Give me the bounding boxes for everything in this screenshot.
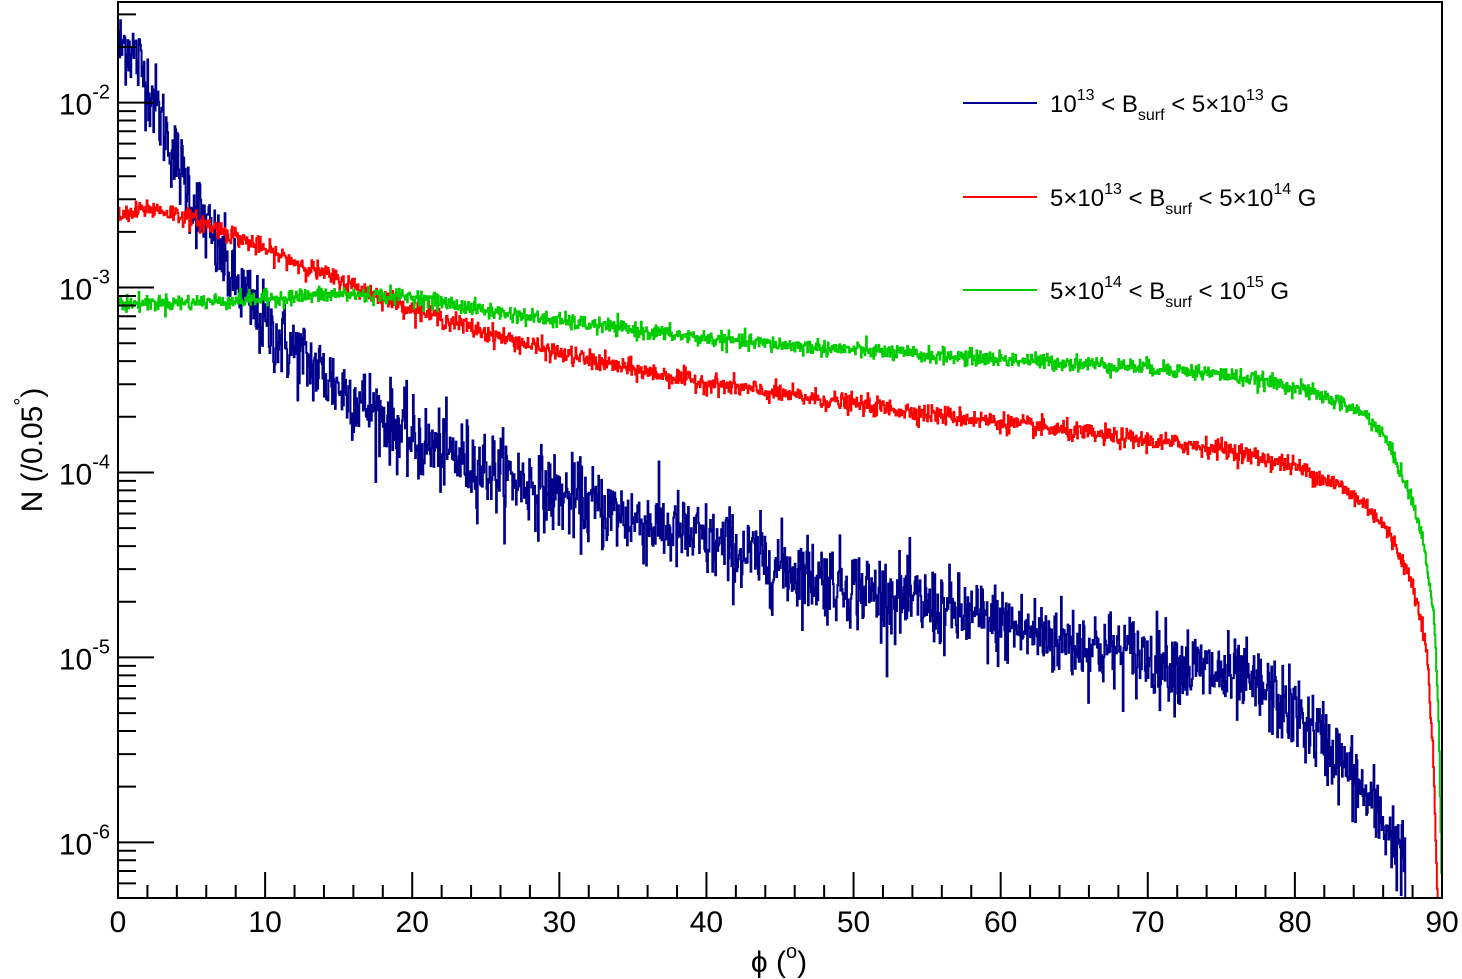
x-tick-label: 0 (110, 906, 127, 939)
legend-label-2: 5×1013 < Bsurf < 5×1014 G (1050, 181, 1316, 218)
tick-layer: 0 10 20 30 40 50 60 70 80 90 10-6 10-5 10-4 10-3 10-2 (59, 13, 1459, 939)
x-axis-title: ϕ (o) (751, 941, 807, 979)
legend-label-1: 1013 < Bsurf < 5×1013 G (1050, 87, 1289, 124)
y-tick-label: 10-5 (59, 636, 110, 676)
x-tick-label: 60 (984, 906, 1017, 939)
series-line-3 (118, 284, 1442, 898)
series-layer (118, 19, 1442, 898)
y-tick-label: 10-6 (59, 821, 110, 861)
y-tick-label: 10-3 (59, 267, 110, 307)
y-axis-title: N (/0.05°) (11, 388, 49, 513)
x-tick-label: 50 (837, 906, 870, 939)
x-tick-label: 90 (1425, 906, 1458, 939)
x-tick-label: 10 (248, 906, 281, 939)
legend: 1013 < Bsurf < 5×1013 G 5×1013 < Bsurf < … (963, 87, 1316, 311)
x-tick-label: 80 (1278, 906, 1311, 939)
x-tick-label: 30 (543, 906, 576, 939)
plot-frame (117, 1, 1443, 899)
x-tick-label: 70 (1131, 906, 1164, 939)
series-line-1 (118, 19, 1407, 898)
y-tick-label: 10-4 (59, 451, 110, 491)
legend-label-3: 5×1014 < Bsurf < 1015 G (1050, 274, 1289, 311)
y-tick-label: 10-2 (59, 82, 110, 122)
series-line-2 (118, 199, 1439, 898)
x-tick-label: 20 (396, 906, 429, 939)
x-tick-label: 40 (690, 906, 723, 939)
